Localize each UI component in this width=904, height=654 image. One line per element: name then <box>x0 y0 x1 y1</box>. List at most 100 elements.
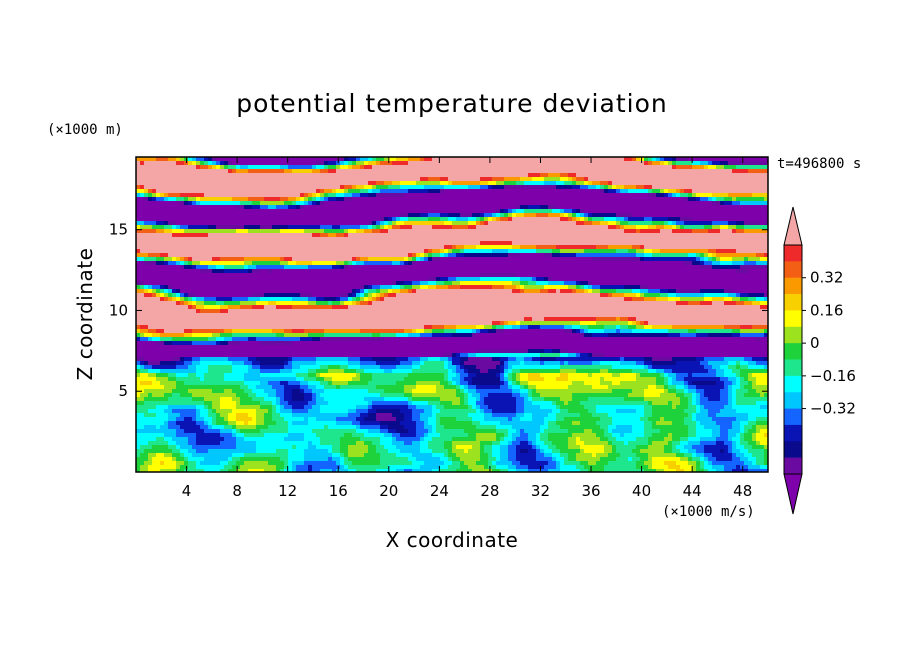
field-cell <box>468 189 473 194</box>
field-cell <box>492 157 497 162</box>
field-cell <box>332 257 337 262</box>
field-cell <box>204 257 209 262</box>
field-cell <box>464 253 469 258</box>
field-cell <box>600 277 605 282</box>
field-cell <box>456 185 461 190</box>
field-cell <box>272 221 277 226</box>
field-cell <box>528 213 533 218</box>
field-cell <box>212 265 217 270</box>
field-cell <box>656 165 661 170</box>
field-cell <box>212 185 217 190</box>
field-cell <box>428 221 433 226</box>
field-cell <box>420 185 425 190</box>
field-cell <box>276 277 281 282</box>
field-cell <box>260 189 265 194</box>
field-cell <box>304 185 309 190</box>
field-cell <box>144 213 149 218</box>
field-cell <box>716 177 721 182</box>
field-cell <box>388 273 393 278</box>
field-cell <box>304 193 309 198</box>
field-cell <box>688 209 693 214</box>
field-cell <box>620 189 625 194</box>
field-cell <box>760 273 765 278</box>
field-cell <box>492 189 497 194</box>
field-cell <box>368 205 373 210</box>
field-cell <box>328 193 333 198</box>
field-cell <box>508 249 513 254</box>
field-cell <box>332 193 337 198</box>
field-cell <box>572 237 577 242</box>
field-cell <box>268 221 273 226</box>
field-cell <box>736 249 741 254</box>
field-cell <box>524 273 529 278</box>
field-cell <box>384 189 389 194</box>
field-cell <box>524 277 529 282</box>
field-cell <box>572 277 577 282</box>
field-cell <box>144 221 149 226</box>
field-cell <box>492 241 497 246</box>
field-cell <box>272 157 277 162</box>
field-cell <box>404 233 409 238</box>
field-cell <box>400 189 405 194</box>
field-cell <box>380 269 385 274</box>
field-cell <box>216 269 221 274</box>
field-cell <box>512 273 517 278</box>
field-cell <box>588 185 593 190</box>
field-cell <box>300 157 305 162</box>
field-cell <box>308 173 313 178</box>
field-cell <box>628 173 633 178</box>
field-cell <box>348 281 353 286</box>
field-cell <box>564 173 569 178</box>
field-cell <box>320 229 325 234</box>
field-cell <box>484 241 489 246</box>
field-cell <box>688 201 693 206</box>
field-cell <box>580 169 585 174</box>
field-cell <box>592 205 597 210</box>
field-cell <box>188 169 193 174</box>
field-cell <box>536 157 541 162</box>
field-cell <box>372 277 377 282</box>
field-cell <box>684 185 689 190</box>
field-cell <box>420 277 425 282</box>
field-cell <box>176 201 181 206</box>
field-cell <box>464 177 469 182</box>
field-cell <box>292 161 297 166</box>
field-cell <box>284 177 289 182</box>
field-cell <box>212 225 217 230</box>
field-cell <box>752 209 757 214</box>
field-cell <box>448 217 453 222</box>
field-cell <box>152 233 157 238</box>
field-cell <box>364 265 369 270</box>
field-cell <box>512 281 517 286</box>
field-cell <box>316 241 321 246</box>
field-cell <box>324 229 329 234</box>
field-cell <box>628 249 633 254</box>
field-cell <box>148 253 153 258</box>
field-cell <box>680 189 685 194</box>
field-cell <box>372 225 377 230</box>
field-cell <box>372 281 377 286</box>
field-cell <box>564 221 569 226</box>
field-cell <box>576 277 581 282</box>
field-cell <box>524 241 529 246</box>
field-cell <box>632 273 637 278</box>
field-cell <box>448 193 453 198</box>
field-cell <box>548 225 553 230</box>
field-cell <box>188 197 193 202</box>
field-cell <box>524 177 529 182</box>
field-cell <box>300 237 305 242</box>
field-cell <box>660 197 665 202</box>
field-cell <box>440 217 445 222</box>
field-cell <box>544 269 549 274</box>
field-cell <box>320 169 325 174</box>
field-cell <box>432 257 437 262</box>
field-cell <box>652 185 657 190</box>
field-cell <box>708 157 713 162</box>
field-cell <box>432 217 437 222</box>
field-cell <box>356 257 361 262</box>
field-cell <box>572 233 577 238</box>
field-cell <box>636 221 641 226</box>
field-cell <box>168 165 173 170</box>
field-cell <box>560 233 565 238</box>
field-cell <box>568 261 573 266</box>
